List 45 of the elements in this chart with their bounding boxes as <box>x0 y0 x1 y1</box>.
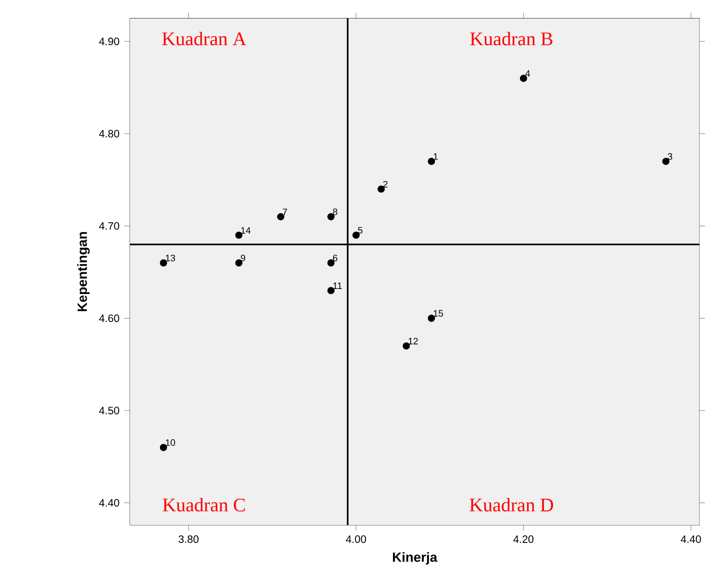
annotation: 11 <box>333 282 342 289</box>
annotation: 3 <box>668 153 672 160</box>
point <box>428 314 436 322</box>
annotation: Kuadran C <box>162 498 245 512</box>
point <box>277 213 284 220</box>
point <box>327 286 335 294</box>
annotation: 6 <box>333 254 338 262</box>
y-axis-title: Kepentingan <box>77 232 90 312</box>
annotation: Kuadran D <box>470 498 554 512</box>
annotation: 10 <box>166 439 176 446</box>
x-axis-title: Kinerja <box>392 552 438 565</box>
annotation: 15 <box>434 310 443 317</box>
annotation: Kuadran B <box>470 32 552 46</box>
annotation: 12 <box>408 338 418 344</box>
y-tick-label: 4.80 <box>99 130 120 138</box>
x-tick-label: 4.20 <box>513 535 534 543</box>
annotation: 7 <box>282 208 288 216</box>
annotation: 1 <box>434 153 438 160</box>
y-tick-label: 4.60 <box>99 314 120 322</box>
point <box>378 185 385 193</box>
point <box>235 232 242 239</box>
point <box>402 342 410 350</box>
y-tick-label: 4.90 <box>99 38 120 46</box>
annotation: 9 <box>240 254 246 262</box>
annotation: 8 <box>332 208 338 216</box>
annotation: 2 <box>383 180 388 188</box>
point <box>327 213 335 220</box>
annotation: 14 <box>241 227 251 234</box>
point <box>327 259 335 266</box>
annotation: 4 <box>525 70 530 77</box>
point <box>160 444 168 452</box>
point <box>235 259 242 266</box>
annotation: Kuadran A <box>162 32 246 46</box>
y-tick-label: 4.70 <box>99 222 120 230</box>
x-tick-label: 3.80 <box>178 535 199 543</box>
point <box>662 158 670 165</box>
annotation: 5 <box>358 227 362 234</box>
point <box>160 259 168 266</box>
point <box>352 232 360 239</box>
y-tick-label: 4.40 <box>99 499 120 507</box>
y-tick-label: 4.50 <box>99 406 120 414</box>
point <box>428 158 436 165</box>
x-tick-label: 4.00 <box>346 535 366 543</box>
x-tick-label: 4.40 <box>680 535 701 543</box>
annotation: 13 <box>166 254 176 262</box>
